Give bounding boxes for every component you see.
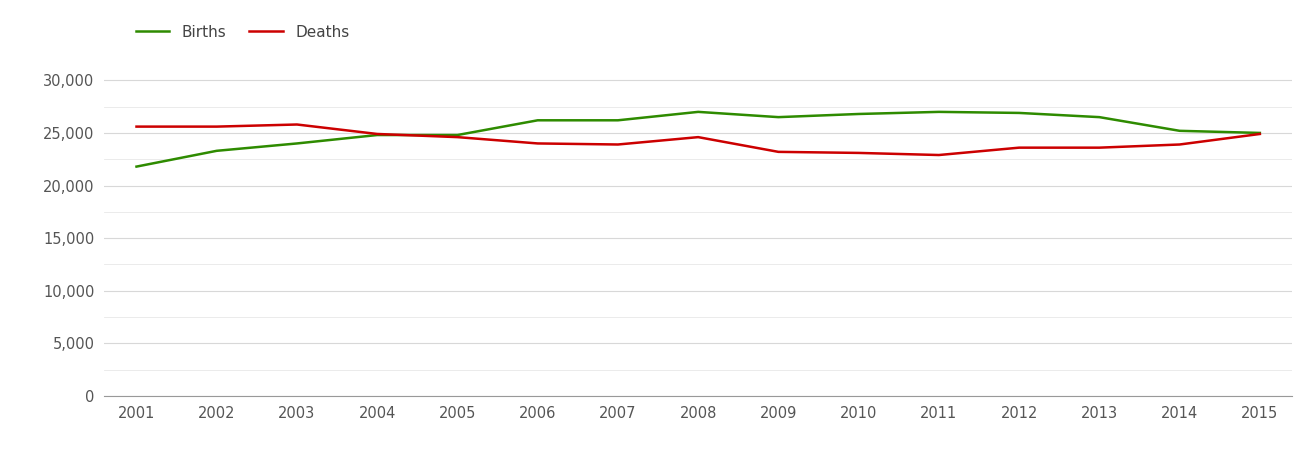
- Deaths: [770, 149, 786, 154]
- Deaths: [290, 122, 305, 127]
- Deaths: [611, 142, 626, 147]
- Deaths: [930, 152, 946, 158]
- Births: [209, 148, 224, 153]
- Births: [851, 111, 867, 117]
- Line: Births: Births: [137, 112, 1259, 166]
- Line: Deaths: Deaths: [137, 125, 1259, 155]
- Births: [690, 109, 706, 115]
- Births: [770, 114, 786, 120]
- Births: [930, 109, 946, 115]
- Births: [290, 141, 305, 146]
- Births: [129, 164, 145, 169]
- Deaths: [851, 150, 867, 156]
- Deaths: [1172, 142, 1188, 147]
- Births: [1091, 114, 1107, 120]
- Deaths: [450, 135, 466, 140]
- Deaths: [690, 135, 706, 140]
- Births: [530, 117, 545, 123]
- Deaths: [369, 131, 385, 137]
- Births: [369, 132, 385, 138]
- Deaths: [129, 124, 145, 129]
- Births: [611, 117, 626, 123]
- Births: [1011, 110, 1027, 116]
- Legend: Births, Deaths: Births, Deaths: [136, 24, 350, 40]
- Deaths: [1091, 145, 1107, 150]
- Deaths: [530, 141, 545, 146]
- Deaths: [1011, 145, 1027, 150]
- Births: [1172, 128, 1188, 134]
- Births: [1251, 130, 1267, 135]
- Births: [450, 132, 466, 138]
- Deaths: [1251, 131, 1267, 137]
- Deaths: [209, 124, 224, 129]
